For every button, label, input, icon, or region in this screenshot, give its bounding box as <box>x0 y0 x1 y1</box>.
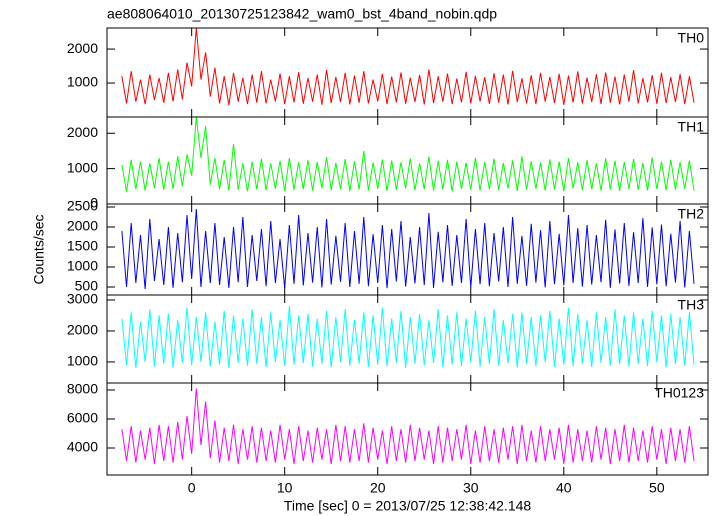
y-tick-label: 6000 <box>67 410 98 426</box>
y-tick-label: 1000 <box>67 74 98 90</box>
y-tick-label: 4000 <box>67 439 98 455</box>
y-tick-label: 1500 <box>67 238 98 254</box>
x-tick-label: 20 <box>370 480 386 496</box>
x-tick-label: 40 <box>556 480 572 496</box>
x-tick-label: 0 <box>188 480 196 496</box>
panel-label: TH2 <box>678 206 705 222</box>
panel-label: TH1 <box>678 119 705 135</box>
panel-frame <box>106 116 709 205</box>
light-curve <box>121 306 695 369</box>
y-tick-label: 2000 <box>67 322 98 338</box>
x-tick-label: 10 <box>277 480 293 496</box>
y-tick-label: 1000 <box>67 258 98 274</box>
light-curve <box>121 388 695 465</box>
light-curve <box>121 117 695 192</box>
light-curve <box>121 28 695 106</box>
panel-frame <box>106 382 709 476</box>
y-tick-label: 1000 <box>67 353 98 369</box>
y-tick-label: 2000 <box>67 218 98 234</box>
light-curve <box>121 208 695 290</box>
panel-label: TH0123 <box>654 385 704 401</box>
y-tick-label: 0 <box>90 195 98 211</box>
panel-label: TH0 <box>678 30 705 46</box>
x-tick-label: 50 <box>649 480 665 496</box>
y-tick-label: 500 <box>75 278 99 294</box>
panel-label: TH3 <box>678 297 705 313</box>
y-tick-label: 8000 <box>67 381 98 397</box>
chart-title: ae808064010_20130725123842_wam0_bst_4ban… <box>107 6 497 22</box>
y-tick-label: 1000 <box>67 159 98 175</box>
y-tick-label: 2000 <box>67 124 98 140</box>
y-tick-label: 2000 <box>67 40 98 56</box>
y-tick-label: 2500 <box>67 198 98 214</box>
y-tick-label: 3000 <box>67 291 98 307</box>
x-axis-label: Time [sec] 0 = 2013/07/25 12:38:42.148 <box>284 498 532 514</box>
y-axis-label: Counts/sec <box>31 214 47 284</box>
x-tick-label: 30 <box>463 480 479 496</box>
